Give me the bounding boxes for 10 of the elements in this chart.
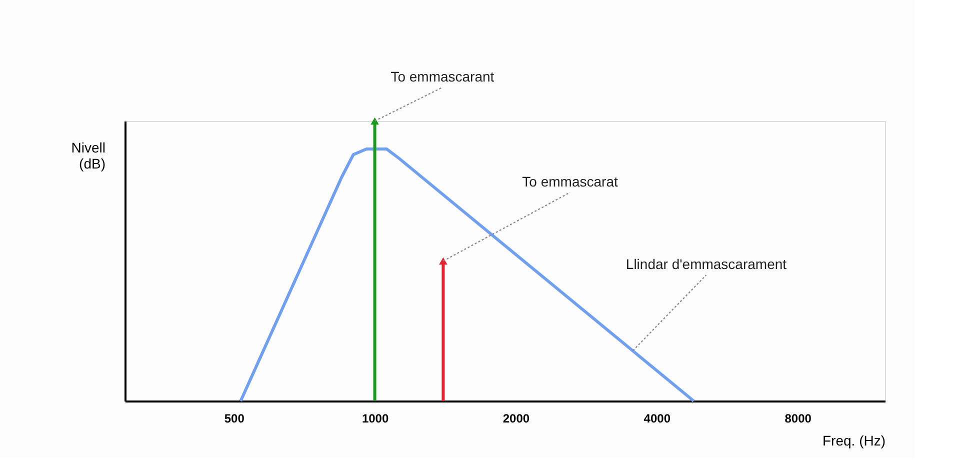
x-tick-label: 2000 bbox=[502, 412, 530, 426]
x-tick-label: 4000 bbox=[644, 412, 671, 426]
annotation: Llindar d'emmascarament bbox=[626, 256, 787, 272]
annotation: To emmascarat bbox=[522, 173, 618, 190]
x-tick-label: 8000 bbox=[784, 412, 812, 426]
x-tick-label: 500 bbox=[224, 412, 245, 426]
y-axis-title: Nivell (dB) bbox=[71, 140, 106, 172]
x-axis-title: Freq. (Hz) bbox=[822, 432, 886, 448]
x-tick-label: 1000 bbox=[362, 412, 389, 426]
annotation: To emmascarant bbox=[390, 68, 494, 84]
